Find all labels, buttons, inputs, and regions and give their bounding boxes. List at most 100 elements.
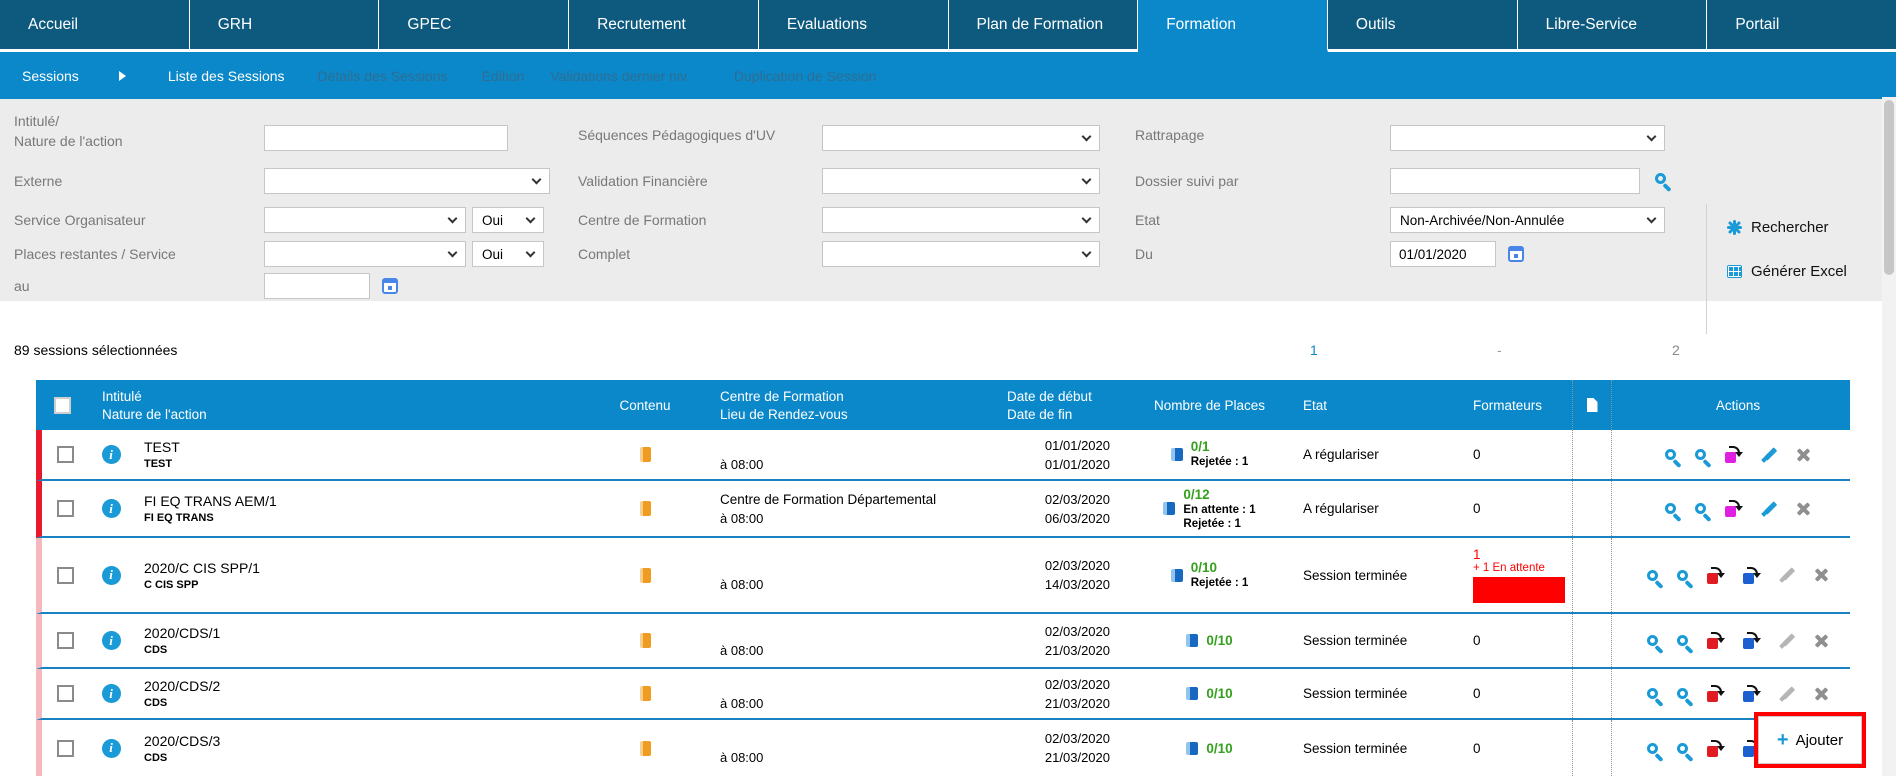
tab-libre-service[interactable]: Libre-Service	[1517, 0, 1708, 52]
tab-outils[interactable]: Outils	[1327, 0, 1518, 52]
magnifier-icon[interactable]	[1677, 742, 1688, 754]
tab-accueil[interactable]: Accueil	[0, 0, 190, 52]
magnifier-icon[interactable]	[1647, 688, 1658, 699]
validation-financiere-select[interactable]	[822, 168, 1100, 194]
delete-icon[interactable]	[1814, 568, 1829, 583]
duplicate-icon-red[interactable]	[1707, 566, 1725, 584]
tab-portail[interactable]: Portail	[1707, 0, 1896, 52]
date-end: 14/03/2020	[1044, 577, 1110, 592]
etat-select[interactable]: Non-Archivée/Non-Annulée	[1390, 207, 1665, 233]
generer-excel-button[interactable]: Générer Excel	[1727, 263, 1847, 280]
tab-recrutement[interactable]: Recrutement	[569, 0, 759, 52]
delete-icon[interactable]	[1814, 686, 1829, 701]
content-icon[interactable]	[639, 501, 651, 516]
table-row: TEST TEST à 08:00 01/01/2020 01/01/2020 0/…	[36, 430, 1850, 481]
status-text: A régulariser	[1303, 501, 1379, 516]
info-icon[interactable]	[101, 445, 121, 464]
tab-grh[interactable]: GRH	[189, 0, 380, 52]
filter-centre-formation-label: Centre de Formation	[578, 212, 707, 228]
info-icon[interactable]	[101, 631, 121, 650]
tab-evaluations[interactable]: Evaluations	[758, 0, 949, 52]
scrollbar-thumb[interactable]	[1884, 100, 1894, 275]
magnifier-icon[interactable]	[1695, 503, 1706, 514]
tab-formation[interactable]: Formation	[1138, 0, 1328, 52]
magnifier-icon[interactable]	[1665, 503, 1676, 514]
places-restantes-select[interactable]	[264, 241, 466, 267]
duplicate-icon-magenta[interactable]	[1725, 500, 1743, 517]
centre-formation-select[interactable]	[822, 207, 1100, 233]
info-icon[interactable]	[101, 499, 121, 518]
places-icon[interactable]	[1186, 634, 1199, 647]
magnifier-icon[interactable]	[1647, 635, 1658, 646]
places-icon[interactable]	[1163, 502, 1176, 515]
delete-icon[interactable]	[1796, 447, 1811, 462]
places-restantes-oui-select[interactable]: Oui	[472, 241, 544, 267]
tab-plan-de-formation[interactable]: Plan de Formation	[948, 0, 1139, 52]
info-icon[interactable]	[101, 738, 121, 758]
magnifier-icon[interactable]	[1677, 688, 1688, 699]
places-icon[interactable]	[1186, 741, 1199, 755]
edit-icon[interactable]	[1761, 447, 1777, 463]
places-icon[interactable]	[1186, 687, 1199, 700]
subnav-item-edition[interactable]: Edition	[481, 67, 525, 84]
magnifier-icon[interactable]	[1695, 449, 1706, 460]
au-date-input[interactable]	[264, 273, 370, 299]
vertical-scrollbar[interactable]	[1882, 97, 1896, 776]
intitule-input[interactable]	[264, 125, 508, 151]
du-date-input[interactable]	[1390, 241, 1496, 267]
externe-select[interactable]	[264, 168, 550, 194]
subnav-item-details-des-sessions[interactable]: Détails des Sessions	[317, 67, 448, 84]
calendar-icon[interactable]	[382, 278, 398, 294]
duplicate-icon-blue[interactable]	[1743, 685, 1761, 702]
content-icon[interactable]	[639, 567, 651, 583]
tab-gpec[interactable]: GPEC	[379, 0, 570, 52]
row-checkbox[interactable]	[56, 500, 74, 517]
magnifier-icon[interactable]	[1665, 449, 1676, 460]
duplicate-icon-blue[interactable]	[1743, 566, 1761, 584]
subnav-sessions-menu[interactable]: Sessions	[22, 67, 79, 84]
info-icon[interactable]	[101, 565, 121, 585]
places-icon[interactable]	[1170, 568, 1183, 582]
edit-icon[interactable]	[1761, 501, 1777, 517]
row-checkbox[interactable]	[56, 632, 74, 649]
ajouter-button[interactable]: + Ajouter	[1758, 716, 1862, 764]
sequences-select[interactable]	[822, 125, 1100, 151]
delete-icon[interactable]	[1814, 633, 1829, 648]
rattrapage-select[interactable]	[1390, 125, 1665, 151]
duplicate-icon-magenta[interactable]	[1725, 446, 1743, 463]
delete-icon[interactable]	[1796, 501, 1811, 516]
row-checkbox[interactable]	[56, 446, 74, 463]
content-icon[interactable]	[639, 447, 651, 462]
content-icon[interactable]	[639, 740, 651, 756]
pagination-page-2[interactable]: 2	[1672, 342, 1680, 358]
duplicate-icon-red[interactable]	[1707, 739, 1725, 757]
duplicate-icon-red[interactable]	[1707, 685, 1725, 702]
magnifier-icon[interactable]	[1647, 742, 1658, 754]
calendar-icon[interactable]	[1508, 246, 1524, 262]
info-icon[interactable]	[101, 684, 121, 703]
chevron-down-icon	[447, 213, 458, 224]
dossier-suivi-input[interactable]	[1390, 168, 1640, 194]
content-icon[interactable]	[639, 633, 651, 648]
pagination-page-1[interactable]: 1	[1310, 342, 1318, 358]
select-all-checkbox[interactable]	[53, 396, 71, 414]
places-icon[interactable]	[1170, 448, 1183, 461]
subnav-item-duplication-de-session[interactable]: Duplication de Session	[733, 67, 877, 84]
magnifier-icon[interactable]	[1677, 635, 1688, 646]
row-checkbox[interactable]	[56, 739, 74, 757]
content-icon[interactable]	[639, 686, 651, 701]
rechercher-button[interactable]: Rechercher	[1727, 219, 1829, 236]
complet-select[interactable]	[822, 241, 1100, 267]
service-organisateur-select[interactable]	[264, 207, 466, 233]
magnifier-icon[interactable]	[1677, 569, 1688, 581]
service-organisateur-oui-select[interactable]: Oui	[472, 207, 544, 233]
magnifier-icon[interactable]	[1647, 569, 1658, 581]
row-checkbox[interactable]	[56, 566, 74, 584]
row-checkbox[interactable]	[56, 685, 74, 702]
header-intitule: Intitulé Nature de l'action	[102, 388, 207, 422]
duplicate-icon-red[interactable]	[1707, 632, 1725, 649]
duplicate-icon-blue[interactable]	[1743, 632, 1761, 649]
subnav-item-validations-dernier-niv[interactable]: Validations dernier niv.	[550, 67, 690, 84]
search-person-icon[interactable]	[1655, 173, 1666, 184]
subnav-item-liste-des-sessions[interactable]: Liste des Sessions	[167, 67, 285, 84]
